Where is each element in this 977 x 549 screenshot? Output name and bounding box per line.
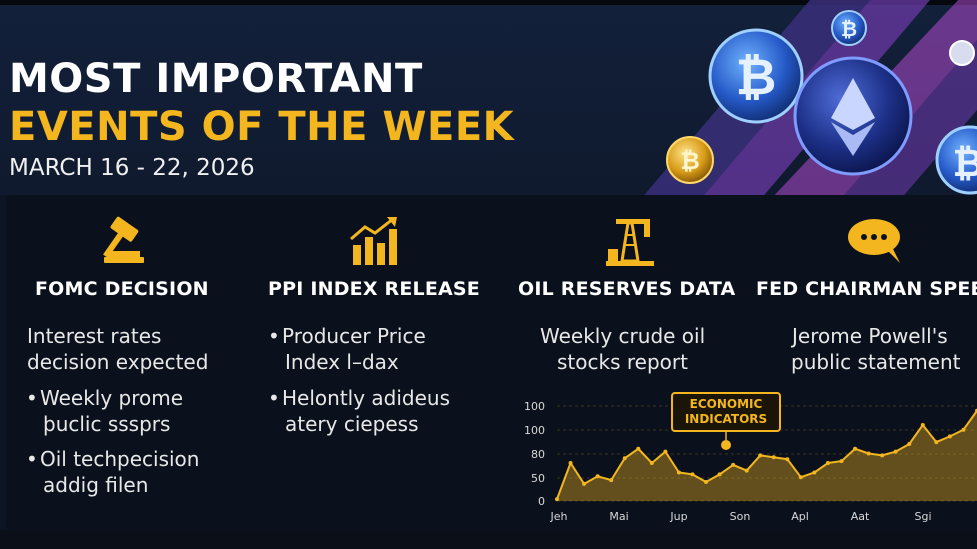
data-point [636,446,641,451]
data-point [920,423,925,427]
data-point [893,449,898,454]
event-desc-line-1: Weekly crude oil [540,324,706,348]
svg-text:₿: ₿ [736,48,777,106]
data-point [649,461,654,465]
event-desc-line-1: Interest rates [27,324,162,348]
data-point [758,453,763,458]
event-bullet-2: • Helontly adideus [268,386,451,410]
data-point [717,472,722,477]
data-point [690,472,695,477]
event-bullet-2: • Oil techpecision [26,447,200,471]
event-card-oil: OIL RESERVES DATA Weekly crude oil stock… [500,195,745,530]
crypto-coins: ₿ ₿ ₿ ₿ [666,10,977,195]
edge-bitcoin-coin-icon: ₿ [935,125,977,195]
event-desc-line-2: stocks report [557,350,688,374]
annotation-label: ECONOMIC [690,397,763,411]
series-line [556,410,977,500]
data-point [568,461,573,465]
event-bullet-1-cont: Index l–dax [285,350,399,374]
event-desc-line-2: public statement [791,350,961,374]
event-bullet-2-cont: addig filen [43,473,149,497]
y-tick-label: 80 [531,448,545,461]
data-point [785,457,790,462]
data-point [582,481,587,486]
event-bullet-1-cont: þuclic sssprs [43,412,171,436]
event-bullet-1: • Producer Price [268,324,426,348]
x-tick-label: Jup [669,510,687,523]
y-tick-label: 50 [531,472,545,485]
data-point [704,480,709,484]
ethereum-coin-icon [793,56,913,176]
data-point [825,461,830,465]
bar-chart-icon [350,217,397,265]
event-bullet-1: • Weekly prome [26,386,184,410]
data-point [744,468,749,473]
small-bitcoin-coin-icon: ₿ [831,10,867,46]
data-point [934,440,939,445]
bottom-bar [0,530,977,549]
data-point [798,475,803,480]
title-line-2: EVENTS OF THE WEEK [9,104,515,150]
top-bar [0,0,977,5]
x-tick-label: Son [730,510,751,523]
event-card-fed: FED CHAIRMAN SPEEC Jerome Powell's publi… [750,195,977,530]
svg-text:₿: ₿ [841,17,857,41]
economic-indicators-chart: 100 100 80 50 0 Jeh Mai Jup Son Apl Aat Sgi ECONOMIC… [524,392,977,523]
date-range: MARCH 16 - 22, 2026 [9,155,255,181]
annotation-box [671,392,781,432]
event-title: OIL RESERVES DATA [518,278,736,300]
event-title: FOMC DECISION [35,278,209,300]
svg-text:₿: ₿ [953,141,977,185]
annotation-label: INDICATORS [685,412,767,426]
data-point [555,497,559,502]
data-point [812,470,817,475]
gold-bitcoin-coin-icon: ₿ [666,136,714,184]
event-desc-line-2: decision expected [27,350,209,374]
event-title: PPI INDEX RELEASE [268,278,480,300]
area-fill [557,410,977,501]
x-tick-label: Aat [851,510,870,523]
data-point [676,470,681,475]
data-point [880,453,885,458]
y-tick-label: 0 [538,495,545,508]
data-point [609,478,614,483]
y-tick-label: 100 [524,400,545,413]
data-point [595,474,600,479]
event-title: FED CHAIRMAN SPEEC [756,278,977,300]
event-card-fomc: FOMC DECISION Interest rates decision ex… [6,195,251,530]
y-tick-label: 100 [524,424,545,437]
data-point [853,446,858,451]
data-point [622,456,627,461]
edge-coin-icon [949,40,975,66]
speech-bubble-icon [848,219,900,263]
event-bullet-2-cont: atery ciepess [285,412,419,436]
bitcoin-coin-icon: ₿ [708,28,804,124]
svg-text:₿: ₿ [680,147,700,175]
gavel-icon [103,216,144,263]
data-point [907,442,912,446]
data-point [663,449,668,454]
data-point [731,462,736,467]
x-tick-label: Mai [609,510,628,523]
data-point [771,455,776,460]
event-desc-line-1: Jerome Powell's [792,324,948,348]
data-point [839,459,844,464]
data-point [866,451,871,456]
annotation-marker [721,440,731,450]
title-line-1: MOST IMPORTANT [9,56,423,102]
oil-derrick-icon [606,219,654,266]
event-card-ppi: PPI INDEX RELEASE • Producer Price Index … [251,195,496,530]
data-point [947,434,952,439]
x-tick-label: Jeh [550,510,568,523]
x-tick-label: Sgi [914,510,931,523]
data-point [961,427,966,432]
x-tick-label: Apl [791,510,809,523]
